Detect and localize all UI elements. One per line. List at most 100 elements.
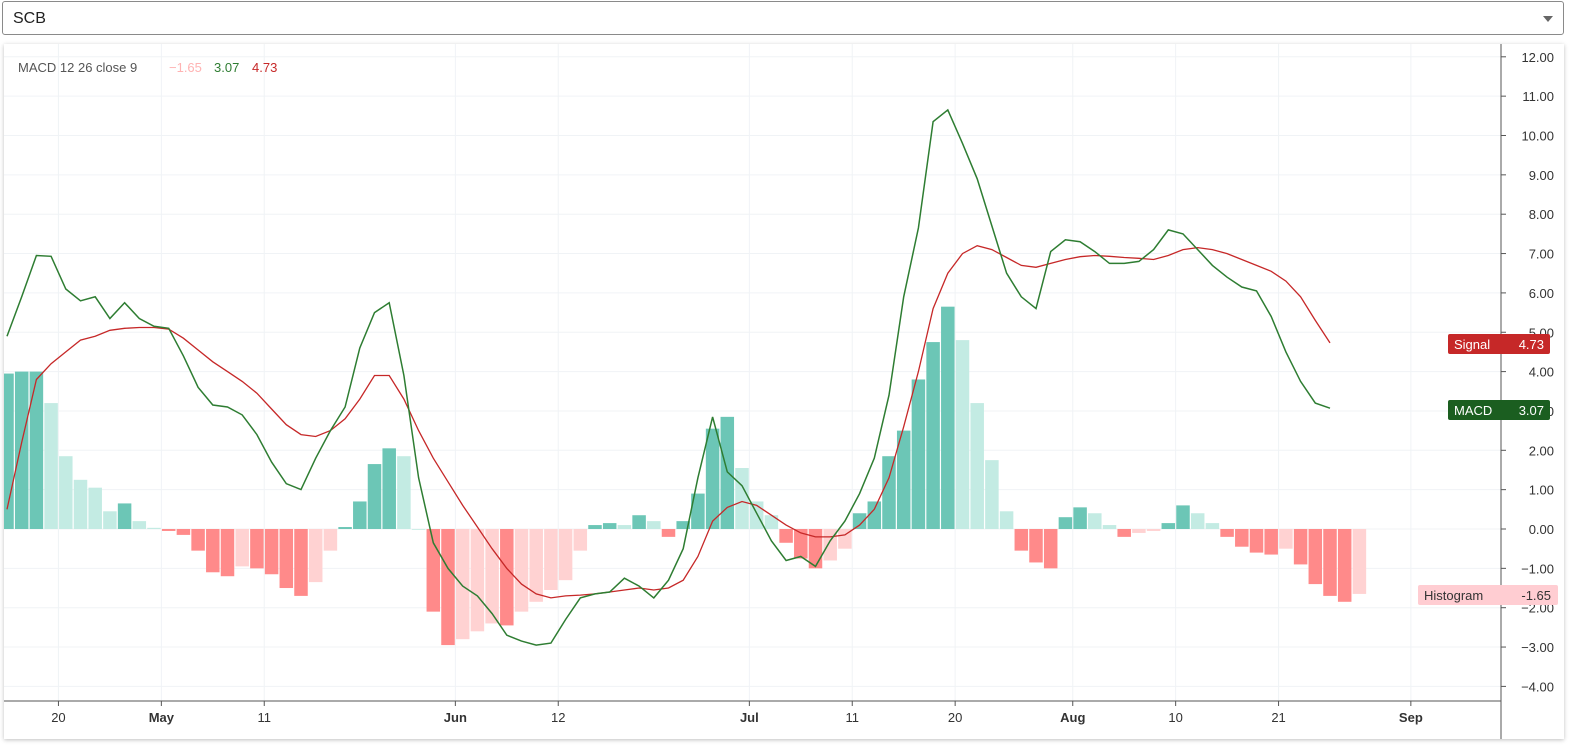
histogram-bar [529, 529, 543, 602]
x-tick-label: Jun [444, 710, 467, 725]
histogram-bar [88, 487, 102, 529]
histogram-bar [206, 529, 220, 573]
signal-tag-value: 4.73 [1519, 337, 1544, 352]
histogram-bar [1088, 513, 1102, 529]
histogram-bar [1132, 529, 1146, 533]
histogram-bar [632, 515, 646, 529]
macd-tag-value: 3.07 [1519, 403, 1544, 418]
histogram-bar [1043, 529, 1058, 569]
histogram-bar [1205, 523, 1220, 529]
legend: MACD 12 26 close 9 −1.65 3.07 4.73 [18, 60, 277, 75]
histogram-bar [1058, 517, 1073, 529]
histogram-bar [896, 430, 911, 529]
histogram-bar [382, 448, 396, 529]
x-tick-label: May [149, 710, 175, 725]
y-tick-label: 0.00 [1529, 522, 1554, 537]
histogram-bar [764, 515, 779, 529]
histogram-bar [161, 529, 176, 531]
histogram-bar [999, 511, 1014, 529]
y-tick-label: 2.00 [1529, 443, 1554, 458]
histogram-bar [882, 456, 896, 529]
x-tick-label: 20 [948, 710, 962, 725]
histogram-bar [911, 379, 926, 529]
histogram-bar [367, 464, 382, 529]
histogram-bar [147, 527, 161, 529]
histogram-bar [794, 529, 808, 559]
histogram-bar [558, 529, 573, 581]
histogram-bar [661, 529, 676, 537]
y-tick-label: 11.00 [1522, 89, 1554, 104]
histogram-bar [1337, 529, 1352, 602]
histogram-bar [1249, 529, 1264, 553]
histogram-bar [264, 529, 279, 575]
histogram-bar [647, 521, 661, 529]
histogram-bar [1014, 529, 1029, 551]
legend-indicator-name: MACD 12 26 close 9 [18, 60, 137, 75]
histogram-bar [411, 529, 426, 530]
histogram-bar [970, 403, 984, 529]
legend-macd-value: 3.07 [214, 60, 239, 75]
histogram-bar [73, 479, 88, 529]
x-tick-label: 21 [1271, 710, 1285, 725]
x-tick-label: 10 [1168, 710, 1182, 725]
histogram-bar [926, 342, 940, 529]
y-tick-label: 8.00 [1529, 207, 1554, 222]
histogram-bar [1117, 529, 1131, 537]
y-tick-label: −4.00 [1521, 679, 1554, 694]
signal-tag-label: Signal [1454, 337, 1490, 352]
histogram-bar [1235, 529, 1249, 547]
histogram-bar [470, 529, 485, 632]
y-tick-label: 7.00 [1529, 247, 1554, 262]
histogram-bar [1073, 507, 1087, 529]
histogram-bar [1190, 513, 1205, 529]
histogram-bar [353, 501, 367, 529]
chevron-down-icon[interactable] [1543, 16, 1553, 22]
histogram-bar [955, 340, 970, 529]
histogram-bar [1029, 529, 1043, 563]
histogram-bar [132, 521, 147, 529]
histogram-bar [573, 529, 588, 551]
histogram-bar [485, 529, 499, 624]
histogram-bar [1161, 523, 1176, 529]
histogram-bar [235, 529, 249, 567]
macd-chart-panel[interactable]: 12.0011.0010.009.008.007.006.005.004.003… [0, 44, 1564, 739]
histogram-bar [1102, 525, 1117, 529]
histogram-bar [838, 529, 852, 549]
symbol-select-value: SCB [13, 10, 46, 27]
legend-signal-value: 4.73 [252, 60, 277, 75]
histogram-tag-label: Histogram [1424, 588, 1483, 603]
signal-tag: Signal 4.73 [1448, 334, 1550, 354]
macd-chart[interactable]: 12.0011.0010.009.008.007.006.005.004.003… [0, 44, 1564, 739]
histogram-bar [1220, 529, 1234, 537]
histogram-bar [308, 529, 323, 583]
histogram-bar [676, 521, 690, 529]
y-tick-label: 9.00 [1529, 168, 1554, 183]
histogram-bar [1323, 529, 1337, 596]
histogram-bar [59, 456, 73, 529]
y-tick-label: 10.00 [1521, 129, 1554, 144]
histogram-bar [1293, 529, 1308, 565]
time-axis: 20 May 11 Jun 12 Jul 11 20 Aug 10 21 Sep [51, 701, 1423, 725]
histogram-bar [691, 493, 705, 529]
histogram-bar [985, 460, 999, 529]
histogram-bar [1264, 529, 1278, 555]
histogram-bar [1279, 529, 1293, 549]
histogram-bar [808, 529, 823, 569]
symbol-select[interactable]: SCB [2, 1, 1564, 35]
histogram-bar [941, 306, 955, 529]
y-tick-label: 6.00 [1529, 286, 1554, 301]
histogram-bar [176, 529, 191, 535]
y-tick-label: 4.00 [1529, 365, 1554, 380]
histogram-bar [14, 371, 29, 529]
histogram-bar [441, 529, 455, 646]
price-axis: 12.0011.0010.009.008.007.006.005.004.003… [1501, 50, 1554, 694]
macd-tag-label: MACD [1454, 403, 1492, 418]
histogram-bar [617, 525, 632, 529]
histogram-bar [602, 523, 617, 529]
y-tick-label: 1.00 [1529, 483, 1554, 498]
histogram-tag: Histogram -1.65 [1418, 585, 1558, 605]
histogram-bar [455, 529, 470, 640]
x-tick-label: 12 [551, 710, 565, 725]
histogram-tag-value: -1.65 [1521, 588, 1551, 603]
histogram-bar [191, 529, 205, 551]
